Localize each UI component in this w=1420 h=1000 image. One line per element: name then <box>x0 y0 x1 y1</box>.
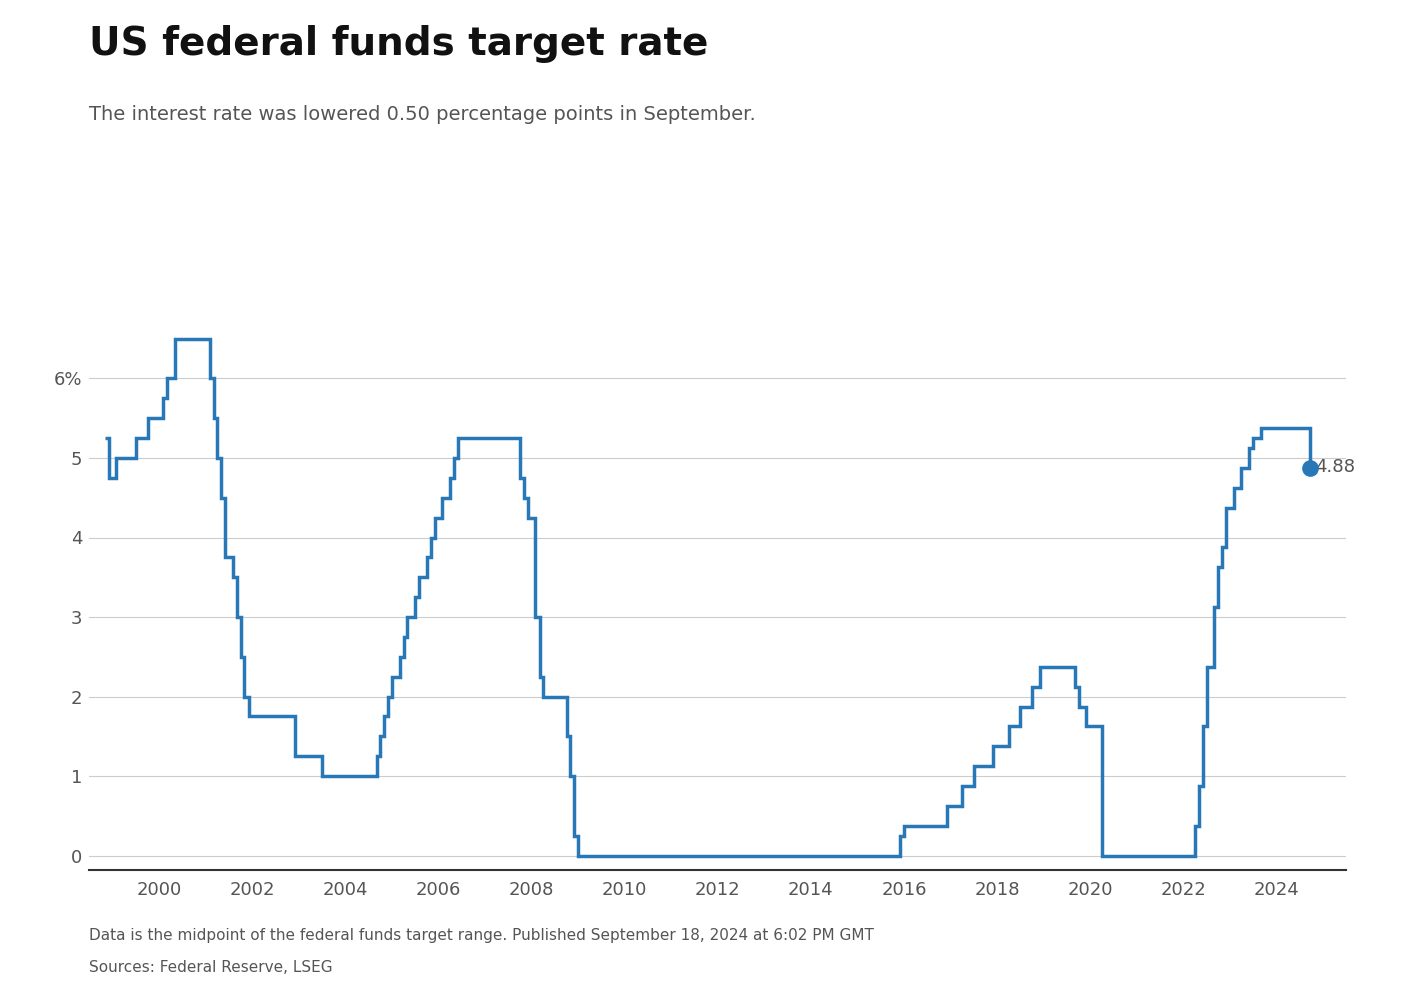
Text: Data is the midpoint of the federal funds target range. Published September 18, : Data is the midpoint of the federal fund… <box>89 928 875 943</box>
Text: Sources: Federal Reserve, LSEG: Sources: Federal Reserve, LSEG <box>89 960 334 975</box>
Text: 4.88: 4.88 <box>1315 458 1356 477</box>
Text: The interest rate was lowered 0.50 percentage points in September.: The interest rate was lowered 0.50 perce… <box>89 105 757 124</box>
Text: US federal funds target rate: US federal funds target rate <box>89 25 709 63</box>
